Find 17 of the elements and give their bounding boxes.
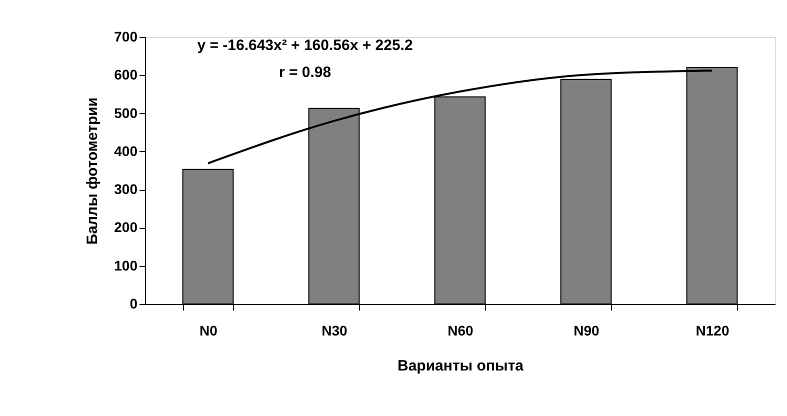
annotation: r = 0.98 [278,64,332,81]
y-tick-label: 100 [114,257,138,274]
y-axis-title: Баллы фотометрии [84,97,102,245]
y-tick-label: 200 [114,219,138,236]
y-tick-label: 700 [114,28,138,44]
x-tick-label: N120 [696,322,730,338]
y-tick-label: 500 [114,104,138,121]
x-tick-label: N90 [574,322,600,338]
x-tick-label: N60 [448,322,474,338]
x-tick-label: N30 [322,322,348,338]
y-tick-label: 600 [114,66,138,83]
x-tick-label: N0 [200,322,218,338]
annotation: y = -16.643x² + 160.56x + 225.2 [197,37,413,54]
y-tick-label: 0 [130,296,138,312]
y-tick-label: 400 [114,142,138,159]
y-tick-label: 300 [114,181,138,198]
x-axis-title: Варианты опыта [397,358,524,374]
